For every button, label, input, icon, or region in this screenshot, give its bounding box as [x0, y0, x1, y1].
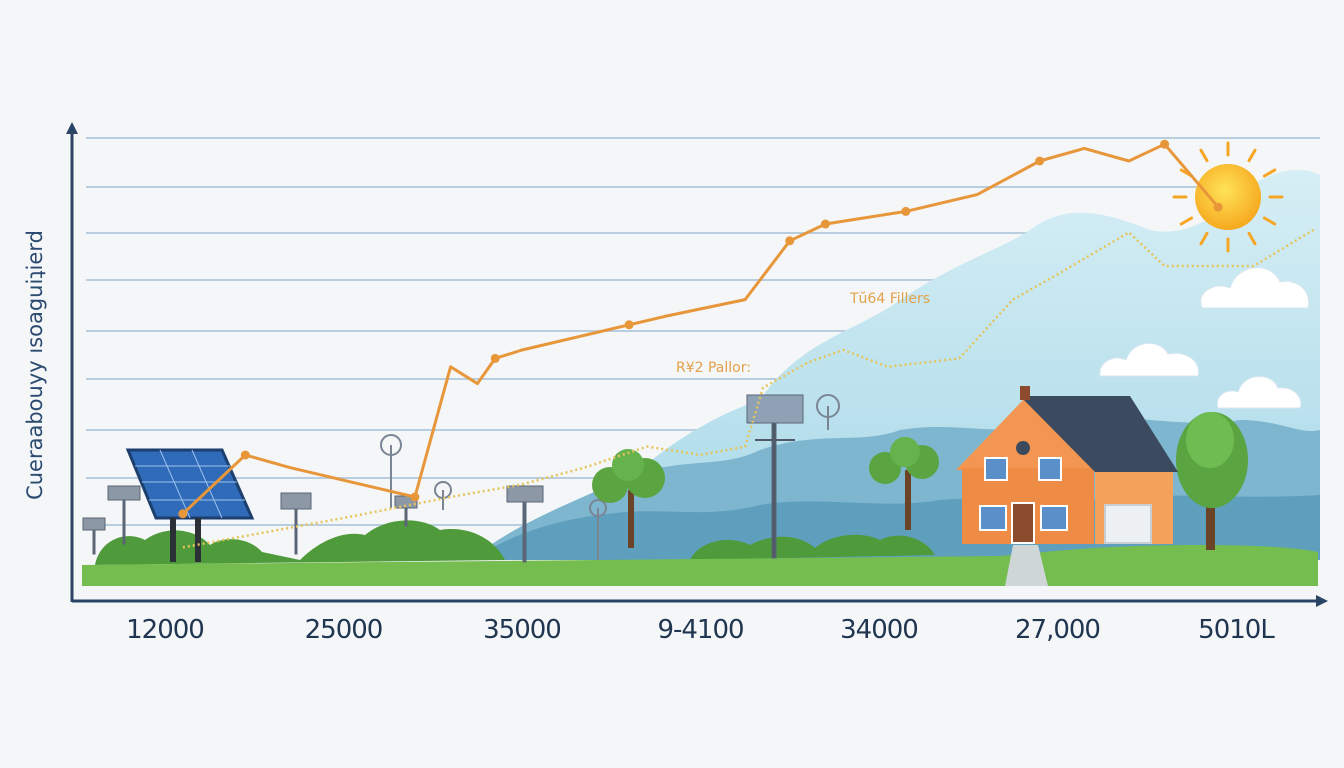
- utility-poles: [82, 394, 804, 563]
- x-tick-label: 25000: [305, 615, 383, 645]
- x-tick-label: 5010L: [1198, 615, 1275, 645]
- axes: [66, 122, 1328, 607]
- x-tick-label: 34000: [840, 615, 918, 645]
- y-axis-label: Cueraabouyy ısoaguiʇierd: [23, 230, 47, 500]
- data-point: [820, 219, 830, 229]
- sun-ray: [1199, 231, 1209, 246]
- x-tick-label: 35000: [483, 615, 561, 645]
- sun-ray: [1199, 148, 1209, 163]
- sun-ray: [1262, 168, 1277, 178]
- y-axis-arrow: [66, 122, 78, 134]
- data-point: [1213, 202, 1223, 212]
- data-point: [178, 509, 188, 519]
- sun-ray: [1247, 148, 1257, 163]
- solar-panel: [125, 448, 255, 562]
- x-tick-labels: 12000 25000 35000 9-4100 34000 27,000 5010L: [126, 615, 1276, 645]
- sun-ray: [1247, 231, 1257, 246]
- house: [956, 386, 1178, 544]
- data-point: [1160, 139, 1170, 149]
- data-point: [240, 450, 250, 460]
- data-point: [785, 236, 795, 246]
- x-axis-arrow: [1316, 595, 1328, 607]
- trees: [592, 412, 1248, 550]
- landscape-illustration: [82, 141, 1320, 586]
- bushes-right: [690, 534, 935, 560]
- sun-icon: [1172, 141, 1284, 253]
- clouds: [1099, 267, 1310, 409]
- series-line-1: [181, 142, 1220, 515]
- walkway: [1005, 545, 1048, 586]
- series-label-1: R¥2 Pallor:: [676, 360, 751, 376]
- wind-turbines: [380, 394, 840, 560]
- x-tick-label: 12000: [126, 615, 204, 645]
- data-point: [624, 320, 634, 330]
- sun-ray: [1179, 216, 1194, 226]
- data-point: [1035, 156, 1045, 166]
- sun-ray: [1262, 216, 1277, 226]
- data-point: [490, 353, 500, 363]
- data-point: [410, 492, 420, 502]
- series-label-2: Tŭ64 Fillers: [849, 291, 930, 307]
- x-tick-label: 27,000: [1015, 615, 1100, 645]
- series-group: [178, 139, 1317, 549]
- x-tick-label: 9-4100: [657, 615, 743, 645]
- data-point: [901, 206, 911, 216]
- bushes: [95, 520, 505, 565]
